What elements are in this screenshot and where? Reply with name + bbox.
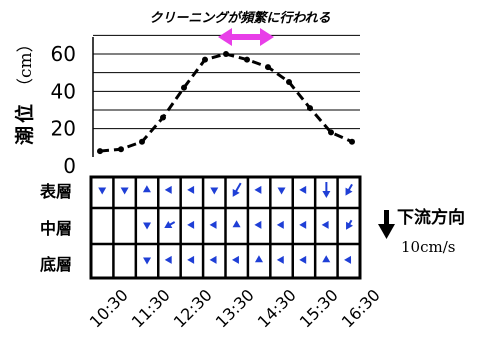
current-arrow: [254, 185, 262, 194]
x-tick-label: 11:30: [128, 285, 174, 331]
current-arrow: [276, 220, 284, 229]
y-label-unit: （cm）: [16, 35, 36, 95]
current-legend: 下流方向 10cm/s: [378, 207, 465, 256]
current-panel-grid: [91, 177, 360, 278]
current-arrow: [98, 187, 107, 195]
x-tick-label: 14:30: [254, 285, 300, 331]
current-arrow: [142, 185, 151, 193]
current-arrow: [232, 220, 241, 228]
current-arrow: [187, 255, 195, 264]
tide-point: [244, 56, 250, 63]
tide-point: [139, 138, 145, 145]
y-tick-label: 0: [63, 154, 76, 178]
x-tick-label: 10:30: [86, 285, 132, 331]
current-arrow: [209, 255, 217, 264]
tide-point: [97, 148, 103, 155]
current-arrow: [322, 255, 331, 263]
grid-lines: [93, 34, 360, 130]
x-tick-label: 16:30: [338, 285, 384, 331]
current-arrow: [346, 219, 354, 230]
tide-point: [328, 129, 334, 136]
y-axis-label: 潮位 （cm）: [13, 35, 36, 145]
y-tick-label: 60: [51, 42, 76, 66]
layer-label-bottom: 底層: [40, 255, 72, 274]
current-arrow: [143, 222, 152, 230]
current-arrow: [210, 187, 219, 195]
current-arrow: [209, 220, 217, 229]
current-arrow: [164, 185, 172, 194]
tide-point: [181, 84, 187, 91]
layer-label-surface: 表層: [39, 182, 72, 201]
y-tick-label: 20: [51, 117, 76, 141]
tide-series: [97, 51, 355, 155]
current-arrow: [232, 182, 242, 197]
current-arrow: [164, 221, 176, 228]
tide-point: [349, 138, 355, 145]
current-arrow: [187, 220, 195, 229]
y-label-text: 潮位: [13, 101, 36, 145]
current-arrow: [187, 185, 195, 194]
annotation-text: クリーニングが頻繁に行われる: [149, 10, 330, 26]
tide-point: [265, 64, 271, 71]
tide-point: [286, 79, 292, 85]
current-arrows: [98, 182, 354, 265]
current-arrow: [322, 182, 331, 198]
current-arrow: [344, 255, 352, 264]
current-arrow: [299, 185, 307, 194]
current-panel: 表層 中層 底層: [39, 175, 362, 280]
x-tick-label: 15:30: [296, 285, 342, 331]
tide-point: [202, 56, 208, 63]
current-arrow: [254, 220, 262, 229]
current-arrow: [321, 220, 329, 229]
x-tick-label: 13:30: [212, 285, 258, 331]
current-arrow: [143, 257, 152, 265]
tide-line: [99, 52, 353, 153]
tide-point: [118, 146, 124, 153]
layer-label-middle: 中層: [40, 219, 72, 238]
current-arrow: [231, 255, 239, 264]
y-tick-labels: 0 20 40 60: [51, 42, 76, 178]
current-arrow: [277, 187, 286, 195]
y-tick-label: 40: [51, 79, 76, 103]
scale-label: 10cm/s: [401, 238, 455, 256]
current-arrow: [276, 255, 284, 264]
current-arrow: [299, 220, 307, 229]
downstream-arrow-icon: [378, 210, 395, 239]
current-arrow: [345, 183, 353, 196]
tide-line-plot: 0 20 40 60: [51, 34, 360, 178]
tide-point: [307, 105, 313, 112]
downstream-label: 下流方向: [397, 207, 465, 228]
current-arrow: [120, 187, 129, 195]
x-tick-label: 12:30: [170, 285, 216, 331]
double-arrow-icon: [218, 28, 274, 46]
current-arrow: [299, 255, 307, 264]
annotation: クリーニングが頻繁に行われる: [149, 10, 331, 46]
current-arrow: [164, 255, 172, 264]
tide-point: [223, 51, 229, 57]
current-arrow: [254, 255, 264, 263]
tide-point: [160, 114, 166, 121]
layer-labels: 表層 中層 底層: [39, 182, 72, 274]
